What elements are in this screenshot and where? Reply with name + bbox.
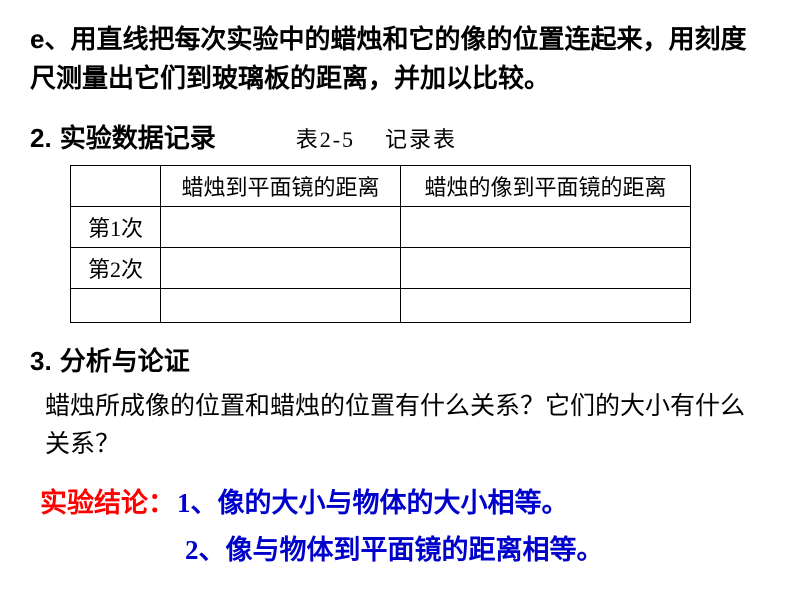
cell-c2 — [401, 207, 691, 248]
section2-header-row: 2. 实验数据记录 表2-5 记录表 — [30, 118, 764, 160]
table-header-row: 蜡烛到平面镜的距离 蜡烛的像到平面镜的距离 — [71, 166, 691, 207]
cell-trial — [71, 289, 161, 323]
section3-header: 3. 分析与论证 — [30, 341, 764, 378]
section3-title: 分析与论证 — [60, 341, 190, 378]
data-table: 蜡烛到平面镜的距离 蜡烛的像到平面镜的距离 第1次 第2次 — [70, 165, 691, 323]
conclusion-label: 实验结论： — [40, 481, 175, 520]
intro-label: e、 — [30, 24, 70, 54]
section2-header: 2. 实验数据记录 — [30, 118, 216, 155]
table-row — [71, 289, 691, 323]
table-row: 第1次 — [71, 207, 691, 248]
intro-text-content: 用直线把每次实验中的蜡烛和它的像的位置连起来，用刻度尺测量出它们到玻璃板的距离，… — [30, 25, 746, 93]
cell-c1 — [161, 289, 401, 323]
section2-title: 实验数据记录 — [60, 118, 216, 155]
header-col1: 蜡烛到平面镜的距离 — [161, 166, 401, 207]
section2-num: 2. — [30, 123, 52, 154]
conclusion-line1: 1、像的大小与物体的大小相等。 — [177, 481, 569, 520]
cell-c2 — [401, 289, 691, 323]
table-caption: 表2-5 记录表 — [296, 122, 457, 154]
intro-paragraph: e、用直线把每次实验中的蜡烛和它的像的位置连起来，用刻度尺测量出它们到玻璃板的距… — [30, 20, 764, 98]
conclusion-row1: 实验结论： 1、像的大小与物体的大小相等。 — [40, 481, 764, 520]
section3-num: 3. — [30, 346, 52, 377]
cell-c1 — [161, 207, 401, 248]
caption-right: 记录表 — [385, 127, 457, 152]
table-row: 第2次 — [71, 248, 691, 289]
header-col2: 蜡烛的像到平面镜的距离 — [401, 166, 691, 207]
cell-trial: 第1次 — [71, 207, 161, 248]
cell-c1 — [161, 248, 401, 289]
caption-left: 表2-5 — [296, 127, 355, 152]
cell-trial: 第2次 — [71, 248, 161, 289]
conclusion-line2: 2、像与物体到平面镜的距离相等。 — [185, 528, 764, 567]
analysis-question: 蜡烛所成像的位置和蜡烛的位置有什么关系？它们的大小有什么关系？ — [45, 388, 764, 463]
header-trial — [71, 166, 161, 207]
cell-c2 — [401, 248, 691, 289]
